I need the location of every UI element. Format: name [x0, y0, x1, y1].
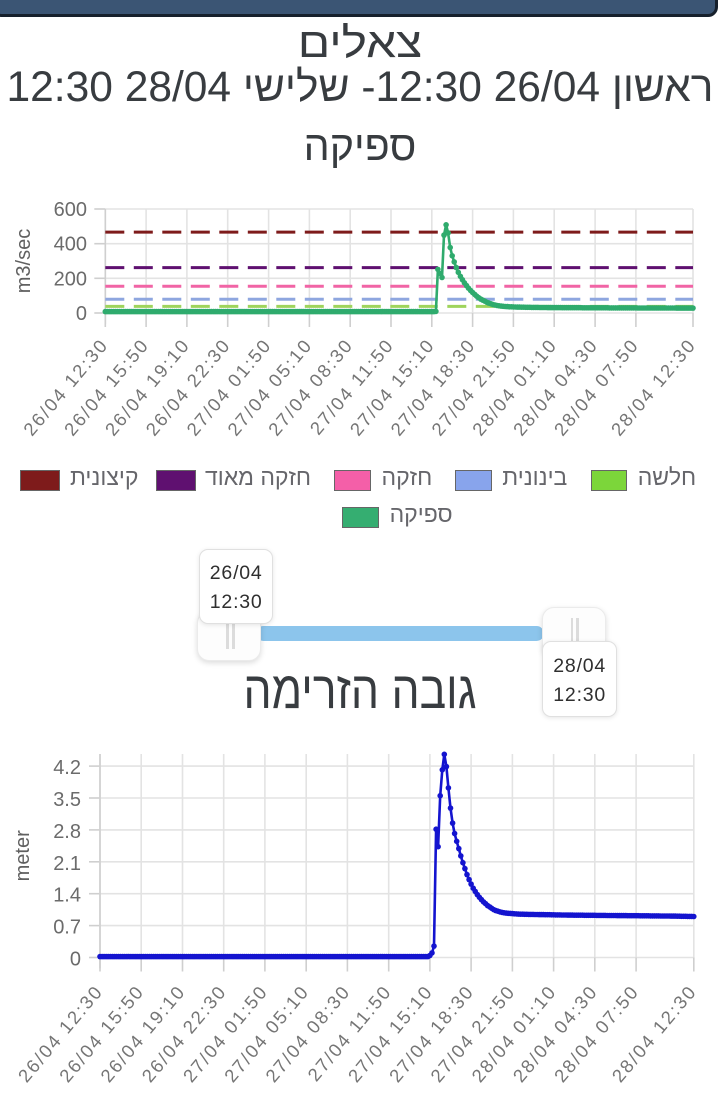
svg-text:m3/sec: m3/sec: [13, 229, 35, 293]
svg-text:0: 0: [76, 303, 87, 325]
svg-text:200: 200: [54, 268, 87, 290]
svg-text:1.4: 1.4: [53, 885, 81, 907]
svg-text:meter: meter: [12, 830, 34, 881]
svg-text:4.2: 4.2: [53, 757, 81, 779]
svg-text:0.7: 0.7: [53, 917, 81, 939]
svg-text:2.1: 2.1: [53, 853, 81, 875]
svg-text:0: 0: [70, 949, 81, 971]
svg-text:400: 400: [54, 234, 87, 256]
svg-text:2.8: 2.8: [53, 821, 81, 843]
svg-text:600: 600: [54, 199, 87, 221]
svg-text:3.5: 3.5: [53, 789, 81, 811]
